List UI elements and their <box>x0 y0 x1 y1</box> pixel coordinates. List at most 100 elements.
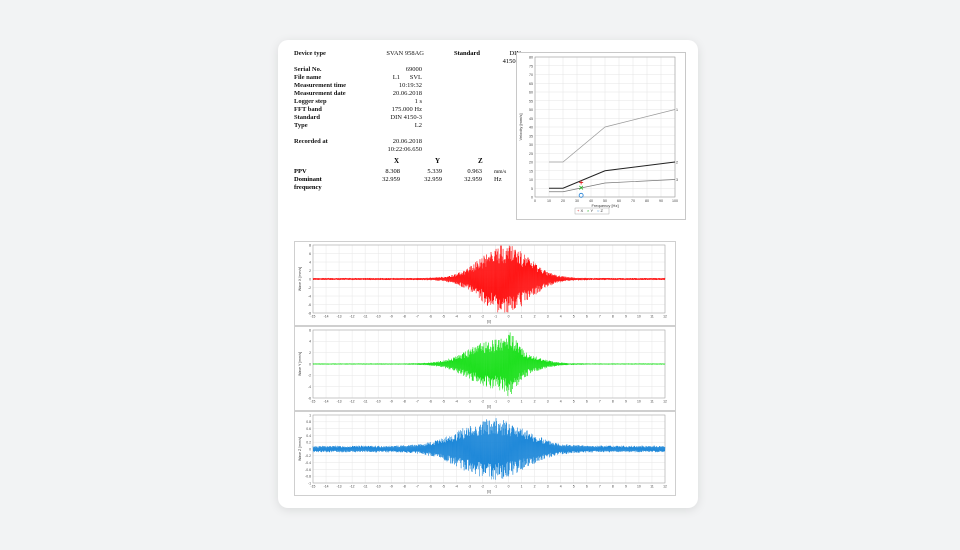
wave-z-svg: 10.80.60.40.20-0.2-0.4-0.6-0.8-1-15 -14 -1… <box>298 413 667 493</box>
standard-header-value: DIN 4150-3 <box>491 50 521 65</box>
x-tick-label: -10 <box>376 400 381 404</box>
x-axis-label: [s] <box>487 405 491 409</box>
x-tick-label: 1 <box>521 400 523 404</box>
y-tick-label: 80 <box>529 56 533 60</box>
serial-value: 69000 <box>405 66 422 73</box>
y-tick-label: 4 <box>309 340 311 344</box>
limit-curve-3 <box>549 179 676 193</box>
file-name-value-b: SVL <box>409 74 422 81</box>
type-label: Type <box>294 122 308 129</box>
x-tick-label: 12 <box>663 315 667 319</box>
x-tick-label: -4 <box>455 400 458 404</box>
x-tick-label: -4 <box>455 485 458 489</box>
x-tick-label: -3 <box>468 485 471 489</box>
x-tick-label: 6 <box>586 400 588 404</box>
y-tick-label: -0.4 <box>305 461 311 465</box>
x-tick-label: 3 <box>547 400 549 404</box>
x-tick-label: 0 <box>534 199 536 203</box>
y-tick-label: 4 <box>309 260 311 264</box>
legend-marker: + <box>577 208 580 213</box>
y-tick-label: 6 <box>309 328 311 332</box>
x-tick-label: -9 <box>390 315 393 319</box>
x-tick-label: 11 <box>650 400 654 404</box>
x-tick-label: -3 <box>468 315 471 319</box>
wave-y-chart: 6 4 2 0 -2 -4 -6 -15 -14 -13 -12 -11 -10 -9 -8 -7 -6 -5 -4… <box>294 326 676 411</box>
x-tick-label: 5 <box>573 400 575 404</box>
y-tick-label: 15 <box>529 169 533 173</box>
ppv-value-z: 0.963 <box>467 168 482 175</box>
y-tick-label: 0.8 <box>306 420 311 424</box>
y-tick-label: 55 <box>529 99 533 103</box>
x-tick-label: -7 <box>416 485 419 489</box>
frequency-chart: 0 5 10 15 20 25 30 35 40 45 50 55 60 65 70 75 80 0 10 20 30 4… <box>516 52 686 220</box>
y-tick-label: 65 <box>529 82 533 86</box>
x-axis-label: [s] <box>487 320 491 324</box>
x-tick-label: 1 <box>521 485 523 489</box>
file-name-label: File name <box>294 74 322 81</box>
report-card: Device type SVAN 958AG Serial No. 69000 … <box>278 40 698 508</box>
measurement-time-value: 10:19:32 <box>398 82 422 89</box>
y-tick-label: 20 <box>529 161 533 165</box>
y-tick-label: 0 <box>309 277 311 281</box>
logger-step-row: Logger step 1 s <box>294 98 504 106</box>
x-tick-label: -13 <box>337 485 342 489</box>
y-tick-label: -0.2 <box>305 454 311 458</box>
waveform-trace <box>312 418 666 480</box>
x-tick-label: -8 <box>403 485 406 489</box>
type-row: Type L2 <box>294 122 504 130</box>
y-tick-label: 1 <box>309 413 311 417</box>
waveform-trace <box>312 245 666 313</box>
x-tick-label: -1 <box>494 485 497 489</box>
x-tick-label: -11 <box>363 400 368 404</box>
ppv-header-z: Z <box>478 157 483 165</box>
x-tick-label: -15 <box>311 400 316 404</box>
x-tick-label: 3 <box>547 315 549 319</box>
x-tick-label: -14 <box>324 400 329 404</box>
y-tick-label: 6 <box>309 252 311 256</box>
file-name-row: File name L1 SVL <box>294 74 504 82</box>
x-tick-label: -11 <box>363 315 368 319</box>
limit-curve-label: 1 <box>676 108 678 112</box>
x-tick-label: 7 <box>599 400 601 404</box>
wave-x-chart: 8 6 4 2 0 -2 -4 -6 -8 -15 -14 -13 -12 -11 -10 -9 -8 -7 -6-… <box>294 241 676 326</box>
y-tick-label: -1 <box>308 481 311 485</box>
y-tick-label: 60 <box>529 91 533 95</box>
x-tick-label: 10 <box>637 315 641 319</box>
dominant-value-y: 32.959 <box>424 176 442 183</box>
serial-row: Serial No. 69000 <box>294 66 504 74</box>
y-tick-label: -6 <box>308 396 311 400</box>
device-type-value: SVAN 958AG <box>386 50 424 57</box>
x-tick-label: -6 <box>429 315 432 319</box>
x-tick-label: -7 <box>416 315 419 319</box>
ppv-header-y: Y <box>435 157 441 165</box>
x-tick-label: 4 <box>560 400 562 404</box>
recorded-at-row: Recorded at 20.06.2018 <box>294 138 504 146</box>
x-tick-label: -14 <box>324 315 329 319</box>
measurement-time-label: Measurement time <box>294 82 347 89</box>
device-type-row: Device type SVAN 958AG <box>294 50 504 58</box>
logger-step-label: Logger step <box>294 98 327 105</box>
y-tick-label: 0 <box>309 447 311 451</box>
y-axis-label: Wave Z [mm/s] <box>298 437 302 461</box>
x-tick-label: 10 <box>637 400 641 404</box>
measurement-date-label: Measurement date <box>294 90 346 97</box>
y-tick-label: 2 <box>309 269 311 273</box>
y-tick-label: 10 <box>529 178 533 182</box>
x-tick-label: 20 <box>561 199 565 203</box>
x-tick-label: 3 <box>547 485 549 489</box>
x-tick-label: -12 <box>350 485 355 489</box>
x-tick-label: -14 <box>324 485 329 489</box>
ppv-value-x: 8.308 <box>385 168 400 175</box>
y-tick-label: 5 <box>531 187 533 191</box>
point-y-marker <box>579 185 584 190</box>
type-value: L2 <box>414 122 422 129</box>
y-tick-label: 8 <box>309 243 311 247</box>
dominant-label-2: frequency <box>294 184 322 191</box>
x-tick-label: 12 <box>663 400 667 404</box>
x-tick-label: -5 <box>442 485 445 489</box>
x-tick-label: 1 <box>521 315 523 319</box>
x-tick-label: 60 <box>617 199 621 203</box>
x-tick-label: 4 <box>560 485 562 489</box>
x-tick-label: 4 <box>560 315 562 319</box>
